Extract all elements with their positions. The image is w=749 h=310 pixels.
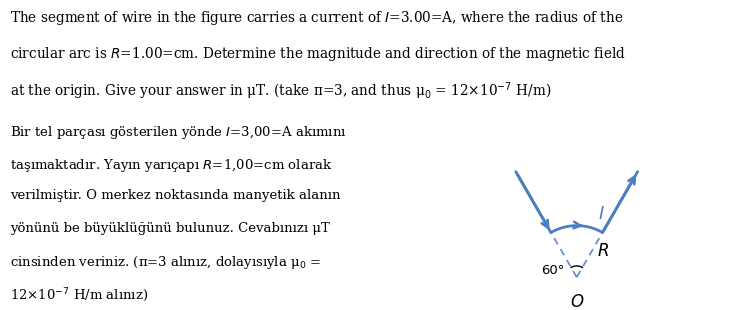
Text: cinsinden veriniz. (π=3 alınız, dolayısıyla μ$_0$ =: cinsinden veriniz. (π=3 alınız, dolayısı…	[10, 254, 321, 271]
Text: 12×10$^{-7}$ H/m alınız): 12×10$^{-7}$ H/m alınız)	[10, 287, 148, 304]
Text: $I$: $I$	[598, 205, 605, 223]
Text: circular arc is $R$=1.00=cm. Determine the magnitude and direction of the magnet: circular arc is $R$=1.00=cm. Determine t…	[10, 45, 625, 63]
Text: taşımaktadır. Yayın yarıçapı $R$=1,00=cm olarak: taşımaktadır. Yayın yarıçapı $R$=1,00=cm…	[10, 157, 332, 174]
Text: $O$: $O$	[569, 294, 584, 310]
Text: 60°: 60°	[542, 264, 565, 277]
Text: yönünü be büyüklüğünü bulunuz. Cevabınızı μT: yönünü be büyüklüğünü bulunuz. Cevabınız…	[10, 222, 330, 235]
Text: Bir tel parçası gösterilen yönde $I$=3,00=A akımını: Bir tel parçası gösterilen yönde $I$=3,0…	[10, 124, 346, 141]
Text: The segment of wire in the figure carries a current of $I$=3.00=A, where the rad: The segment of wire in the figure carrie…	[10, 9, 623, 27]
Text: at the origin. Give your answer in μT. (take π=3, and thus μ$_0$ = 12×10$^{-7}$ : at the origin. Give your answer in μT. (…	[10, 81, 551, 102]
Text: $R$: $R$	[598, 243, 610, 260]
Text: verilmiştir. O merkez noktasında manyetik alanın: verilmiştir. O merkez noktasında manyeti…	[10, 189, 340, 202]
